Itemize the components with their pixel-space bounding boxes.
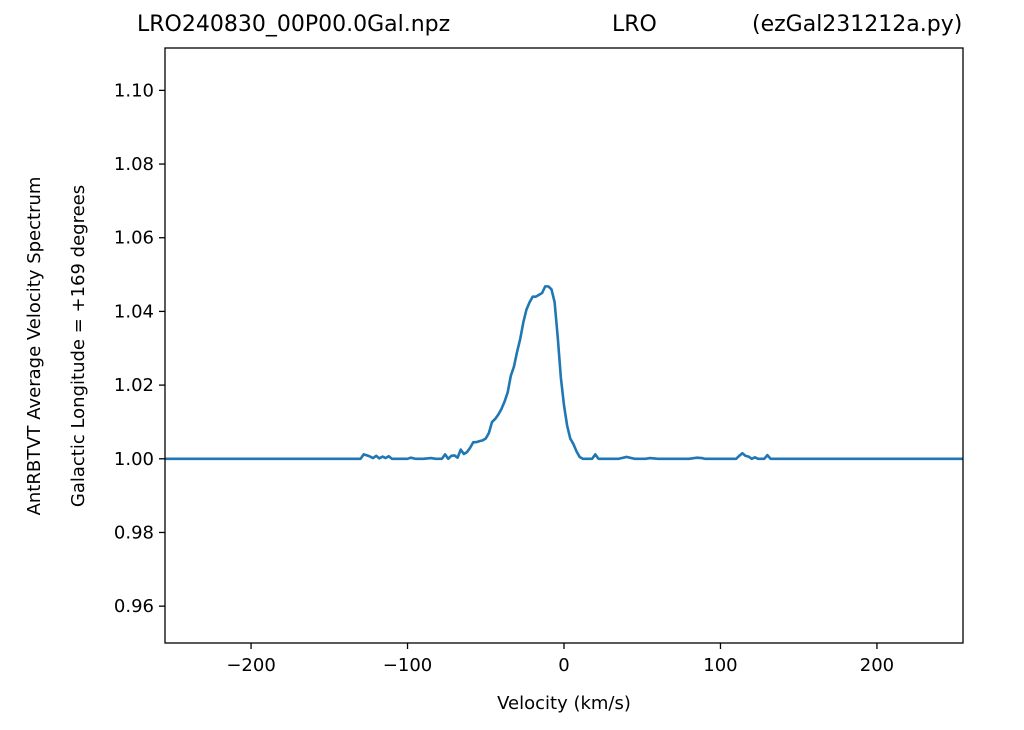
- x-tick-label: 200: [860, 655, 894, 676]
- y-axis: 0.96 0.98 1.00 1.02 1.04 1.06 1.08 1.10: [114, 80, 165, 617]
- chart-title-filename: LRO240830_00P00.0Gal.npz: [137, 12, 451, 37]
- x-axis-label: Velocity (km/s): [497, 693, 631, 714]
- chart-title-site: LRO: [612, 12, 657, 37]
- plot-frame: [164, 47, 964, 644]
- y-axis-label-outer: AntRBTVT Average Velocity Spectrum: [24, 177, 45, 516]
- x-tick-label: 100: [703, 655, 737, 676]
- x-tick-label: 0: [558, 655, 569, 676]
- y-tick-label: 1.08: [114, 154, 154, 175]
- series-line: [165, 285, 963, 461]
- y-tick-label: 1.04: [114, 301, 154, 322]
- x-axis: −200 −100 0 100 200: [226, 643, 894, 676]
- x-tick-label: −100: [383, 655, 432, 676]
- x-tick-label: −200: [226, 655, 275, 676]
- y-tick-label: 1.06: [114, 228, 154, 249]
- y-tick-label: 0.96: [114, 596, 154, 617]
- y-tick-label: 1.10: [114, 80, 154, 101]
- y-axis-label-inner: Galactic Longitude = +169 degrees: [68, 185, 89, 507]
- y-tick-label: 1.00: [114, 449, 154, 470]
- y-tick-label: 0.98: [114, 522, 154, 543]
- chart-title-script: (ezGal231212a.py): [752, 12, 963, 37]
- y-tick-label: 1.02: [114, 375, 154, 396]
